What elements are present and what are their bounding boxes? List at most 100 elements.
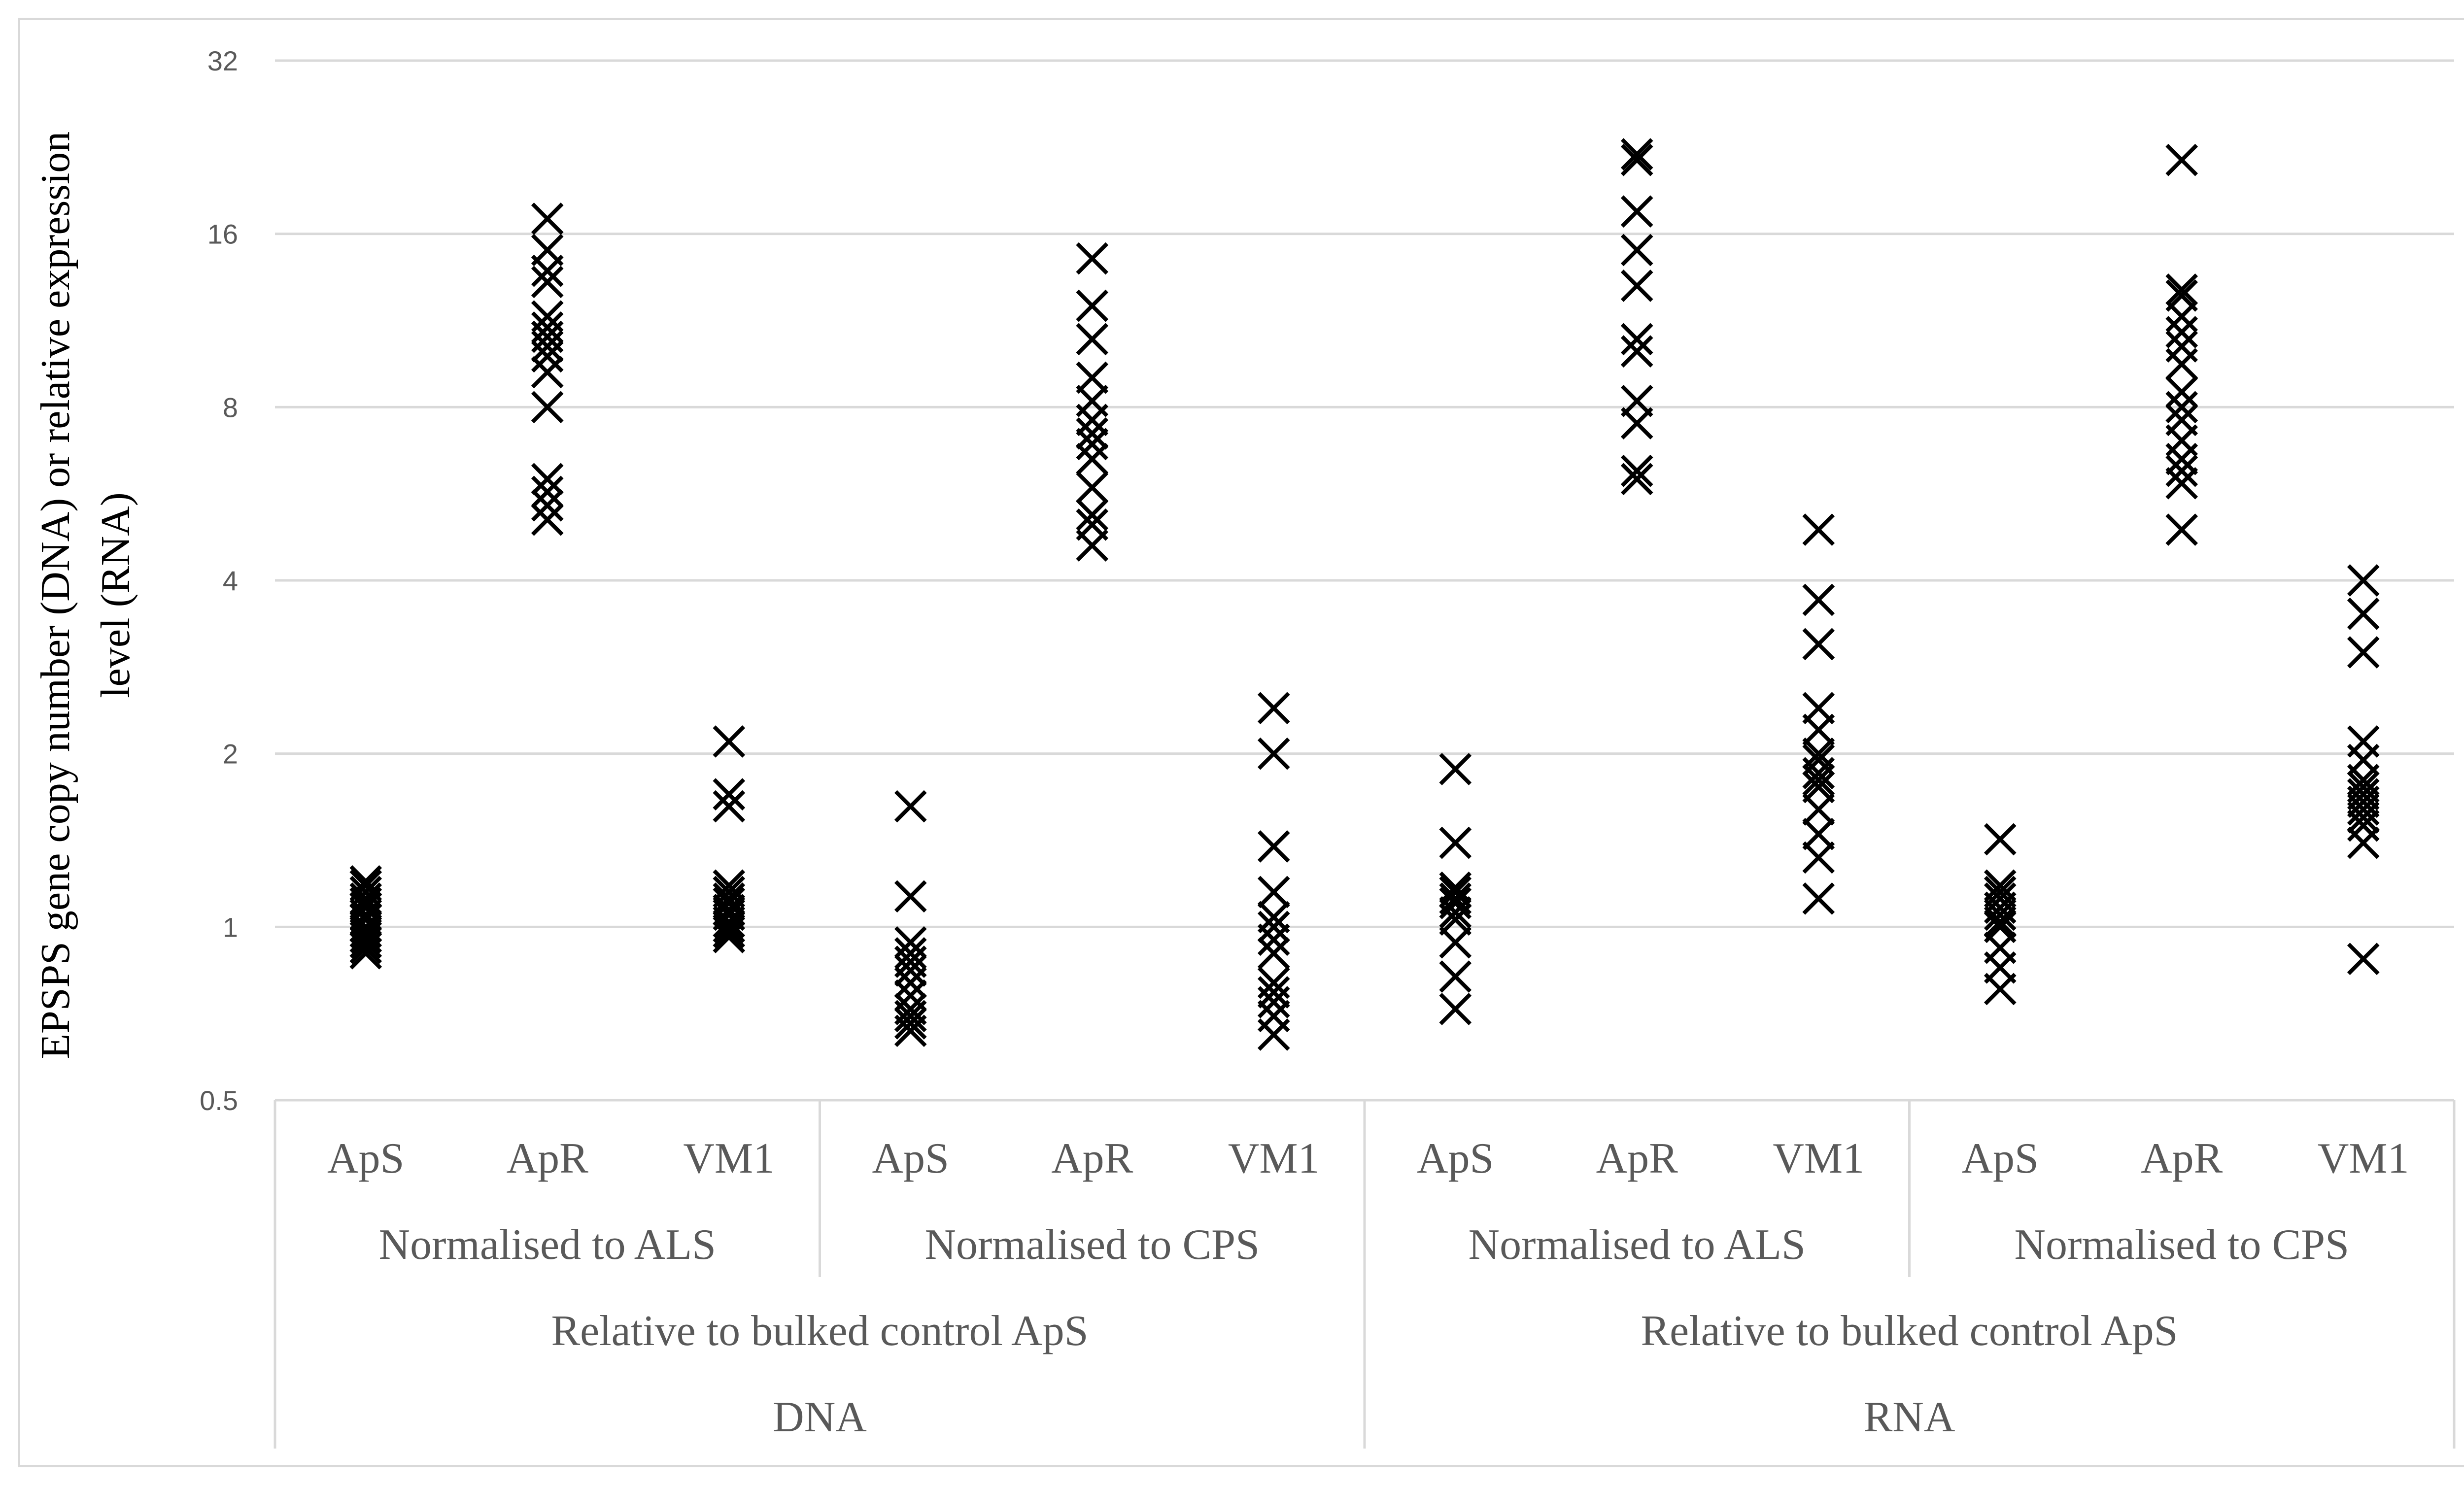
y-axis-title: EPSPS gene copy number (DNA) or relative… <box>33 132 138 1059</box>
data-point-x-marker <box>713 790 746 823</box>
marker-stroke <box>2165 513 2198 546</box>
marker-stroke <box>1439 871 1472 904</box>
marker-stroke <box>349 887 382 919</box>
data-point-x-marker <box>1439 887 1472 919</box>
x-category-label: ApS <box>1962 1135 2039 1182</box>
data-point-x-marker <box>531 475 564 508</box>
data-point-x-marker <box>349 926 382 959</box>
x-axis-category-table: ApS ApR VM1 ApS ApR VM1 ApS ApR VM1 ApS ApR VM1 Norm… <box>274 1100 2456 1449</box>
marker-stroke <box>531 391 564 424</box>
marker-stroke <box>1076 417 1109 450</box>
marker-stroke <box>1076 242 1109 275</box>
data-point-x-marker <box>894 1000 927 1033</box>
marker-stroke <box>2165 143 2198 176</box>
data-point-x-marker <box>1257 876 1290 909</box>
data-point-x-marker <box>1984 906 2017 939</box>
marker-stroke <box>1076 361 1109 394</box>
marker-stroke <box>894 1014 927 1047</box>
chart-frame <box>18 18 2464 1467</box>
marker-stroke <box>1076 323 1109 356</box>
data-point-x-marker <box>531 330 564 363</box>
data-point-x-marker <box>2165 348 2198 380</box>
data-point-x-marker <box>2165 513 2198 546</box>
data-point-x-marker <box>1076 289 1109 322</box>
marker-stroke <box>894 1007 927 1040</box>
data-point-x-marker <box>1620 323 1653 356</box>
marker-stroke <box>2165 375 2198 408</box>
data-point-x-marker <box>349 876 382 909</box>
data-point-x-marker <box>1439 926 1472 959</box>
marker-stroke <box>1802 793 1835 826</box>
data-point-x-marker <box>2165 300 2198 333</box>
marker-stroke <box>531 202 564 235</box>
data-point-x-marker <box>1620 138 1653 170</box>
marker-stroke <box>1984 882 2017 915</box>
data-point-x-marker <box>1257 937 1290 970</box>
y-tick-label: 16 <box>207 219 238 250</box>
marker-stroke <box>2165 316 2198 348</box>
data-point-x-marker <box>2347 943 2380 976</box>
data-point-x-marker <box>1439 753 1472 785</box>
marker-stroke <box>1439 753 1472 785</box>
data-point-x-marker <box>1620 234 1653 267</box>
data-point-x-marker <box>1439 826 1472 859</box>
marker-stroke <box>1620 138 1653 170</box>
data-point-x-marker <box>713 915 746 948</box>
data-point-x-marker <box>2347 564 2380 597</box>
marker-stroke <box>1076 529 1109 562</box>
marker-stroke <box>1984 823 2017 856</box>
x-group-label-normalisation: Normalised to ALS <box>379 1221 716 1269</box>
data-point-x-marker <box>531 463 564 496</box>
marker-stroke <box>894 954 927 987</box>
data-point-x-marker <box>2165 442 2198 475</box>
marker-stroke <box>713 921 746 953</box>
marker-stroke <box>1620 270 1653 302</box>
marker-stroke <box>1439 896 1472 929</box>
data-point-x-marker <box>894 966 927 999</box>
marker-stroke <box>531 254 564 287</box>
data-point-x-marker <box>531 266 564 299</box>
data-point-x-marker <box>894 1014 927 1047</box>
marker-stroke <box>531 475 564 508</box>
marker-stroke <box>1257 876 1290 909</box>
data-point-x-marker <box>1076 417 1109 450</box>
marker-stroke <box>1802 882 1835 915</box>
marker-stroke <box>531 489 564 522</box>
x-group-label-normalisation: Normalised to CPS <box>2014 1221 2349 1269</box>
marker-stroke <box>2165 391 2198 424</box>
marker-stroke <box>531 330 564 363</box>
data-point-x-marker <box>1620 143 1653 176</box>
marker-stroke <box>531 463 564 496</box>
data-point-x-marker <box>1076 529 1109 562</box>
x-category-label: VM1 <box>683 1135 775 1182</box>
x-category-label: ApS <box>327 1135 405 1182</box>
marker-stroke <box>349 921 382 953</box>
marker-stroke <box>1620 234 1653 267</box>
marker-stroke <box>713 906 746 939</box>
data-point-x-marker <box>2347 801 2380 834</box>
data-point-x-marker <box>713 921 746 953</box>
data-point-x-marker <box>349 887 382 919</box>
marker-stroke <box>1802 841 1835 874</box>
y-axis-title-line: level (RNA) <box>93 492 138 698</box>
data-point-x-marker <box>531 356 564 389</box>
data-point-x-marker <box>531 503 564 536</box>
marker-stroke <box>1439 960 1472 993</box>
marker-stroke <box>713 882 746 915</box>
data-point-x-marker <box>349 921 382 953</box>
y-axis-title-line: EPSPS gene copy number (DNA) or relative… <box>33 132 78 1059</box>
marker-stroke <box>1257 923 1290 956</box>
data-point-x-marker <box>1076 442 1109 475</box>
marker-stroke <box>1257 737 1290 770</box>
marker-stroke <box>1257 901 1290 934</box>
marker-stroke <box>894 880 927 913</box>
marker-stroke <box>713 778 746 810</box>
marker-stroke <box>531 356 564 389</box>
marker-stroke <box>713 915 746 948</box>
marker-stroke <box>1620 323 1653 356</box>
data-point-x-marker <box>1076 428 1109 461</box>
data-points <box>349 138 2380 1051</box>
data-point-x-marker <box>2347 785 2380 818</box>
data-point-x-marker <box>1802 628 1835 661</box>
data-point-x-marker <box>531 202 564 235</box>
